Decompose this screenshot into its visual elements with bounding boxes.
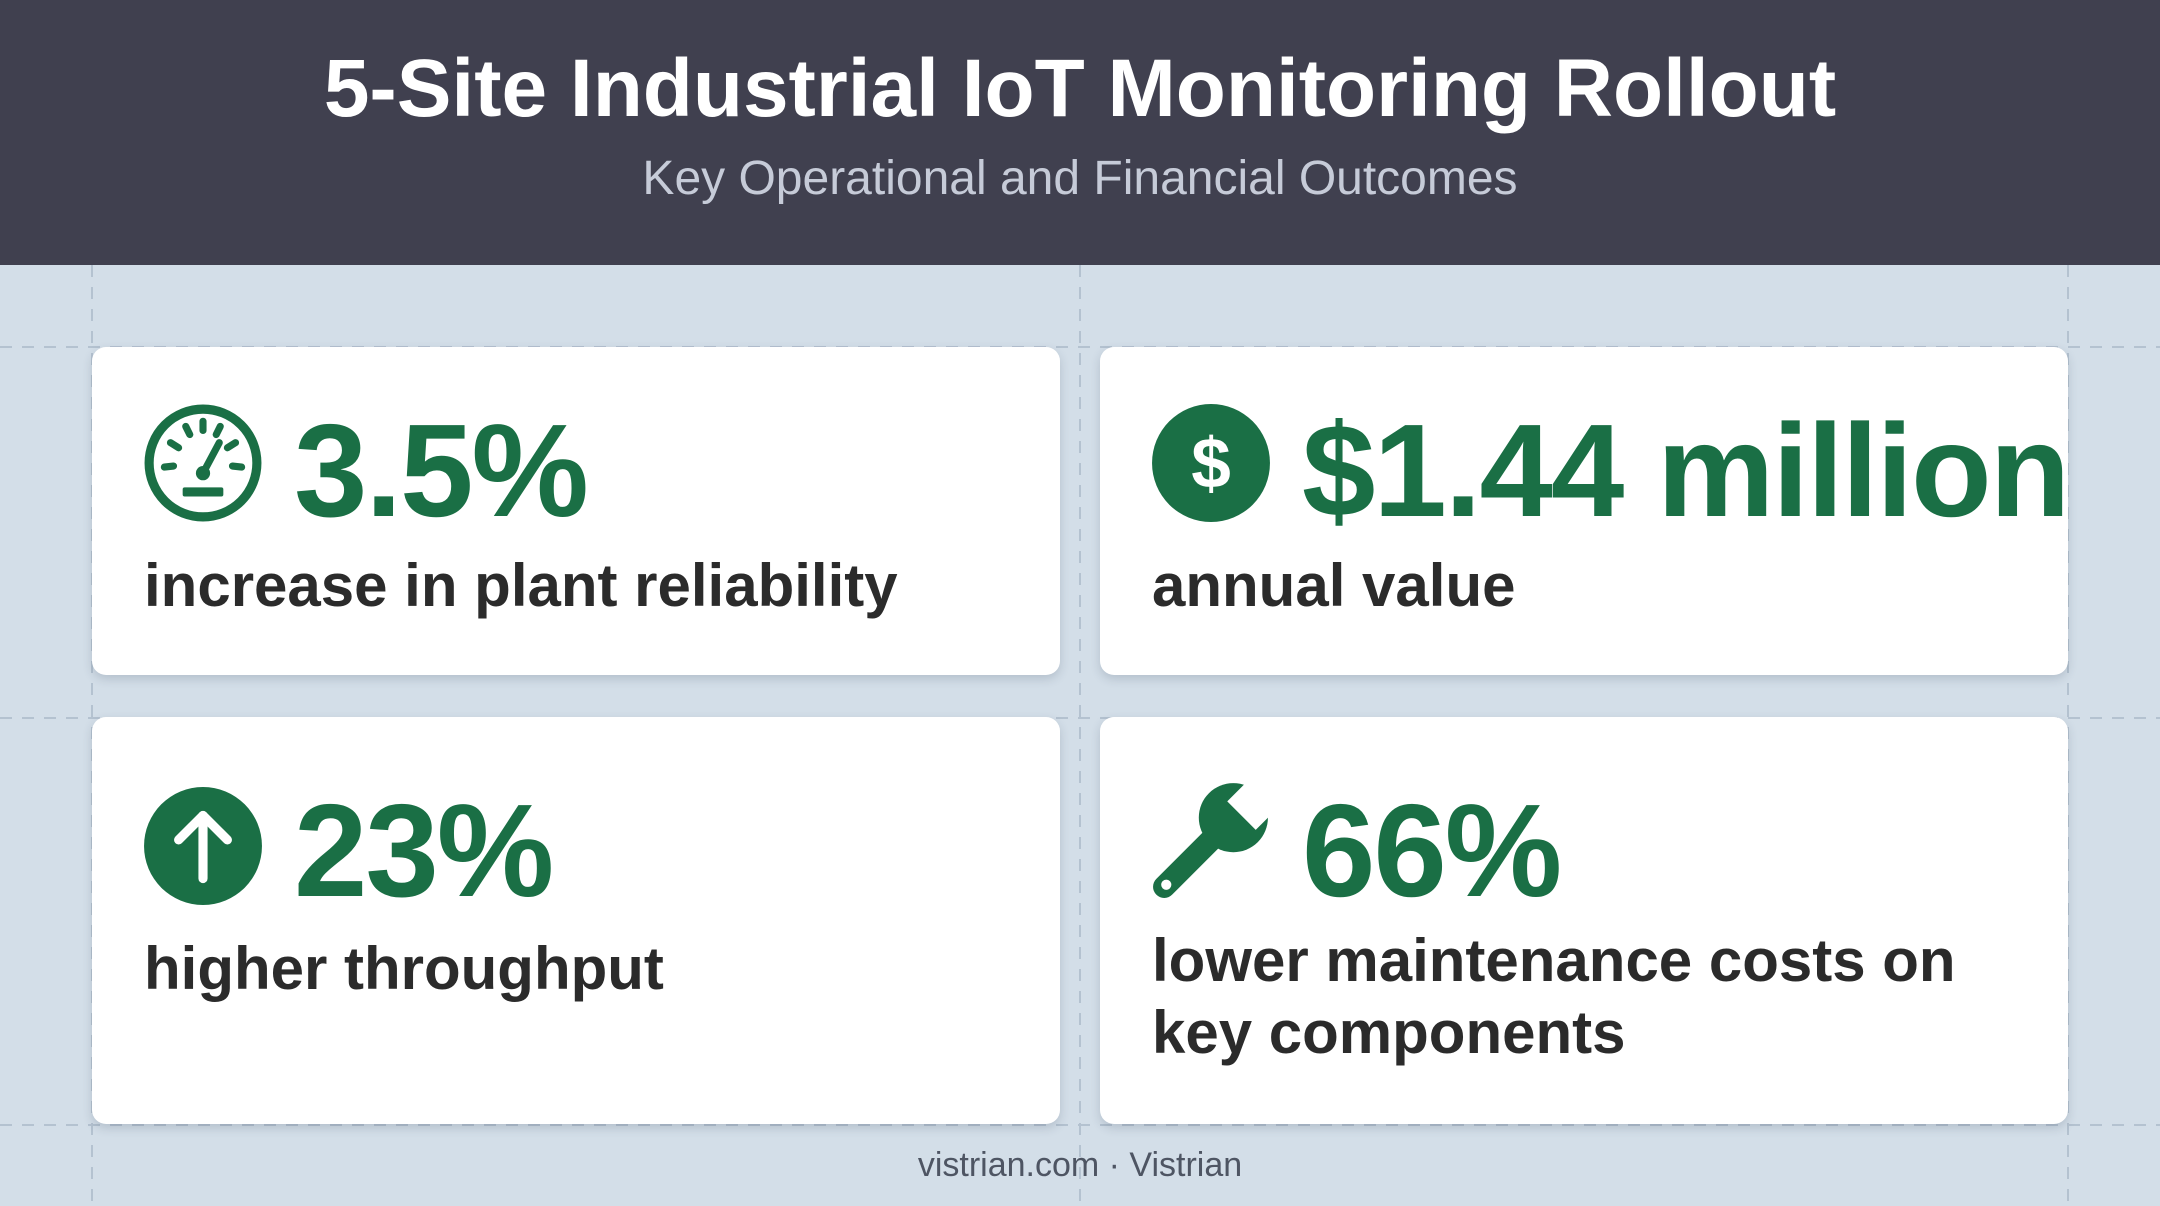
page-subtitle: Key Operational and Financial Outcomes <box>642 152 1518 205</box>
stat-card-annual-value: $ $1.44 million annual value <box>1100 347 2070 675</box>
footer-credit: vistrian.com · Vistrian <box>917 1146 1243 1184</box>
stat-label: increase in plant reliability <box>144 552 898 619</box>
stat-label: annual value <box>1152 552 1516 619</box>
stat-value: 66% <box>1302 777 1562 924</box>
stat-value: $1.44 million <box>1302 397 2070 544</box>
stat-value: 23% <box>294 777 554 924</box>
svg-text:$: $ <box>1191 424 1231 503</box>
stat-label: higher throughput <box>144 935 664 1002</box>
stat-label: lower maintenance costs on key component… <box>1152 927 1956 1066</box>
wrench-icon <box>1153 781 1272 898</box>
dollar-circle-icon: $ <box>1152 404 1270 522</box>
speedometer-icon <box>144 404 262 522</box>
stat-card-reliability: 3.5% increase in plant reliability <box>92 347 1060 675</box>
stat-value: 3.5% <box>294 397 589 544</box>
arrow-up-circle-icon <box>144 787 262 905</box>
page-title: 5-Site Industrial IoT Monitoring Rollout <box>323 43 1837 134</box>
stat-card-throughput: 23% higher throughput <box>92 717 1060 1124</box>
header-banner: 5-Site Industrial IoT Monitoring Rollout… <box>0 0 2160 265</box>
stat-card-maintenance: 66% lower maintenance costs on key compo… <box>1100 717 2068 1124</box>
